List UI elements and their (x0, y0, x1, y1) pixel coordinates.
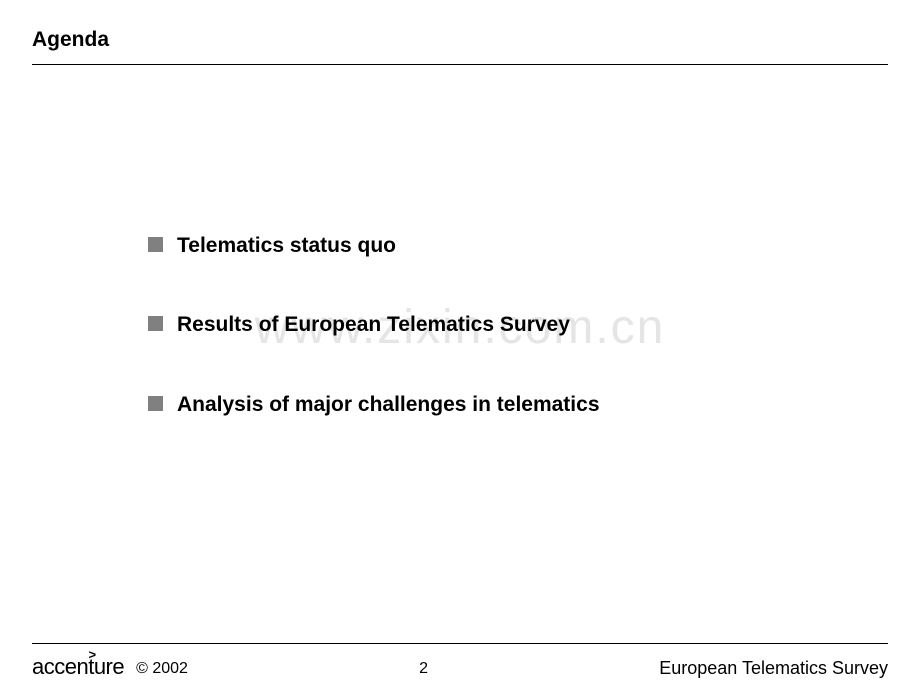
bullet-text: Telematics status quo (177, 232, 396, 259)
footer-area: > accenture © 2002 2 European Telematics… (32, 643, 888, 680)
footer-right-text: European Telematics Survey (659, 658, 888, 680)
footer-row: > accenture © 2002 2 European Telematics… (32, 654, 888, 680)
slide-container: Agenda www.zixin.com.cn Telematics statu… (0, 0, 920, 690)
content-area: Telematics status quo Results of Europea… (148, 232, 860, 470)
copyright-text: © 2002 (136, 660, 188, 680)
logo-text: accenture (32, 654, 124, 679)
bullet-item: Analysis of major challenges in telemati… (148, 391, 860, 418)
footer-left: > accenture © 2002 (32, 654, 188, 680)
bullet-square-icon (148, 396, 163, 411)
bullet-square-icon (148, 237, 163, 252)
bullet-item: Telematics status quo (148, 232, 860, 259)
logo-accent-icon: > (89, 647, 97, 662)
bullet-text: Analysis of major challenges in telemati… (177, 391, 600, 418)
bullet-item: Results of European Telematics Survey (148, 311, 860, 338)
page-number: 2 (419, 660, 428, 680)
bullet-square-icon (148, 316, 163, 331)
title-area: Agenda (32, 28, 888, 65)
bullet-text: Results of European Telematics Survey (177, 311, 570, 338)
footer-divider (32, 643, 888, 644)
slide-title: Agenda (32, 28, 888, 52)
logo: > accenture (32, 654, 124, 680)
